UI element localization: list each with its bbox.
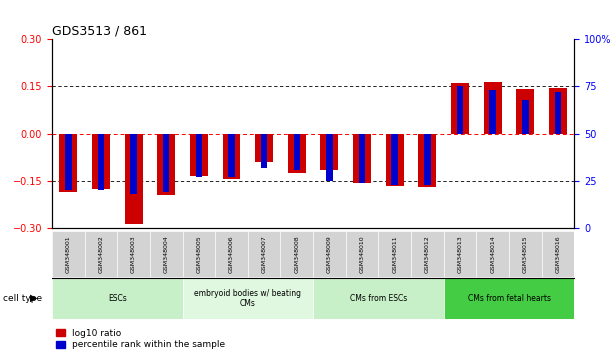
Bar: [313, 231, 346, 277]
Text: GSM348011: GSM348011: [392, 235, 397, 273]
Bar: [222, 133, 241, 179]
Text: ▶: ▶: [31, 293, 38, 303]
Text: GSM348009: GSM348009: [327, 235, 332, 273]
Text: GSM348014: GSM348014: [490, 235, 495, 273]
Text: GSM348012: GSM348012: [425, 235, 430, 273]
Bar: [353, 133, 371, 183]
Bar: [346, 231, 378, 277]
Bar: [378, 231, 411, 277]
Text: embryoid bodies w/ beating
CMs: embryoid bodies w/ beating CMs: [194, 289, 301, 308]
Bar: [293, 133, 300, 170]
Text: GDS3513 / 861: GDS3513 / 861: [52, 25, 147, 38]
Text: CMs from fetal hearts: CMs from fetal hearts: [467, 294, 551, 303]
Text: ESCs: ESCs: [108, 294, 126, 303]
Text: GSM348008: GSM348008: [295, 235, 299, 273]
Bar: [321, 133, 338, 170]
Bar: [313, 278, 444, 319]
Bar: [392, 133, 398, 185]
Bar: [52, 278, 183, 319]
Bar: [489, 90, 496, 133]
Bar: [98, 133, 104, 190]
Bar: [183, 231, 215, 277]
Bar: [444, 231, 477, 277]
Bar: [130, 133, 137, 194]
Bar: [555, 92, 562, 133]
Bar: [444, 278, 574, 319]
Bar: [163, 133, 169, 192]
Bar: [522, 99, 529, 133]
Text: CMs from ESCs: CMs from ESCs: [350, 294, 407, 303]
Bar: [84, 231, 117, 277]
Bar: [150, 231, 183, 277]
Bar: [326, 133, 333, 181]
Bar: [477, 231, 509, 277]
Bar: [215, 231, 248, 277]
Bar: [359, 133, 365, 183]
Bar: [451, 83, 469, 133]
Bar: [65, 133, 71, 190]
Bar: [117, 231, 150, 277]
Bar: [457, 86, 463, 133]
Text: cell type: cell type: [3, 294, 42, 303]
Bar: [424, 133, 431, 185]
Bar: [92, 133, 110, 189]
Text: GSM348003: GSM348003: [131, 235, 136, 273]
Bar: [196, 133, 202, 177]
Text: GSM348001: GSM348001: [66, 235, 71, 273]
Bar: [248, 231, 280, 277]
Bar: [484, 81, 502, 133]
Bar: [52, 231, 84, 277]
Text: GSM348007: GSM348007: [262, 235, 266, 273]
Bar: [509, 231, 542, 277]
Text: GSM348015: GSM348015: [523, 235, 528, 273]
Bar: [183, 278, 313, 319]
Bar: [261, 133, 268, 168]
Text: GSM348005: GSM348005: [196, 235, 202, 273]
Bar: [411, 231, 444, 277]
Text: GSM348004: GSM348004: [164, 235, 169, 273]
Bar: [280, 231, 313, 277]
Bar: [59, 133, 77, 192]
Legend: log10 ratio, percentile rank within the sample: log10 ratio, percentile rank within the …: [56, 329, 225, 349]
Bar: [549, 88, 567, 133]
Bar: [190, 133, 208, 176]
Bar: [157, 133, 175, 195]
Text: GSM348013: GSM348013: [458, 235, 463, 273]
Text: GSM348010: GSM348010: [360, 235, 365, 273]
Bar: [288, 133, 306, 173]
Text: GSM348016: GSM348016: [555, 235, 560, 273]
Bar: [419, 133, 436, 187]
Bar: [229, 133, 235, 177]
Bar: [542, 231, 574, 277]
Bar: [255, 133, 273, 162]
Bar: [386, 133, 404, 186]
Bar: [125, 133, 142, 224]
Text: GSM348002: GSM348002: [98, 235, 103, 273]
Bar: [516, 90, 535, 133]
Text: GSM348006: GSM348006: [229, 235, 234, 273]
